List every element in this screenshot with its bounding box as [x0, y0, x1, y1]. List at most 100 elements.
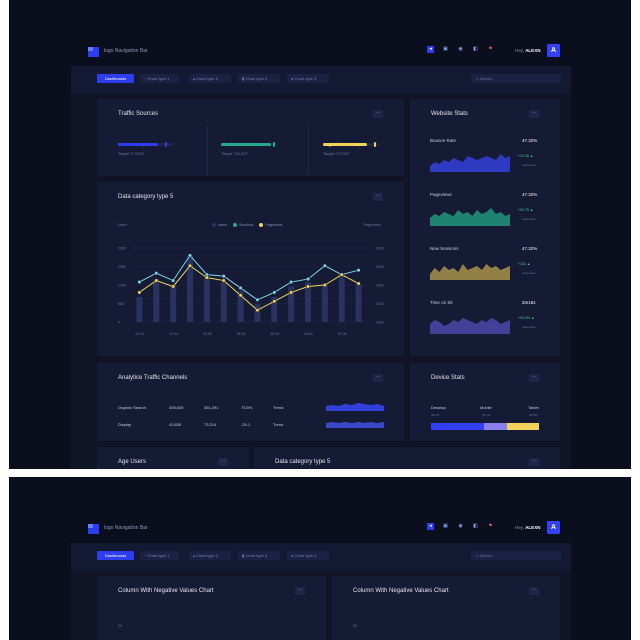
- search-input[interactable]: ⌕ Search...: [471, 74, 561, 83]
- search-icon: ⌕: [476, 553, 479, 558]
- metric-sessions: Sessions442,539 Target 743,537: [221, 133, 316, 156]
- more-options-button[interactable]: ...: [295, 587, 305, 595]
- stat-value: 47.32%: [522, 246, 538, 251]
- area-chart-icon: ▴: [193, 553, 196, 558]
- stat-change: +93.4% ▲: [518, 316, 535, 320]
- tab-chart-type-4[interactable]: ● Chart type 4: [287, 551, 329, 560]
- channel-name: Organic Search: [118, 405, 146, 410]
- more-options-button[interactable]: ...: [373, 374, 383, 382]
- card-title: Device Stats: [431, 375, 465, 381]
- bar-chart-icon: ▮: [242, 553, 245, 558]
- data-point: [305, 284, 311, 289]
- data-point: [255, 297, 260, 302]
- bar: [187, 255, 193, 322]
- more-options-button[interactable]: ...: [529, 374, 539, 382]
- search-icon: ⌕: [476, 76, 479, 81]
- website-stats-card: Website Stats ... Bounce Rate 47.32% +12.4…: [410, 99, 560, 356]
- series-line-sessions: [139, 254, 359, 301]
- progress-marker: [165, 142, 167, 147]
- progress-marker: [374, 142, 376, 147]
- tab-dashboards[interactable]: Dashboards: [97, 551, 134, 560]
- data-point: [238, 293, 243, 298]
- dot-chart-icon: ●: [291, 553, 294, 558]
- tab-chart-type-1[interactable]: ◔ Chart type 1: [140, 74, 179, 83]
- data-point: [238, 285, 243, 291]
- metric-target: Target 272,537: [323, 151, 350, 156]
- left-tick-label: 1500: [118, 265, 126, 269]
- tab-dashboards[interactable]: Dashboards: [97, 74, 134, 83]
- stat-value: 47.32%: [522, 192, 538, 197]
- device-label: Mobile: [480, 405, 492, 410]
- dot-chart-icon: ●: [291, 76, 294, 81]
- bookmark-icon[interactable]: ◧: [473, 46, 478, 52]
- tab-bar: Dashboards ◔ Chart type 1 ▴ Chart type 2…: [71, 66, 571, 94]
- tab-chart-type-4[interactable]: ● Chart type 4: [287, 74, 329, 83]
- flag-icon[interactable]: ⚑: [488, 523, 493, 529]
- tab-chart-type-3[interactable]: ▮ Chart type 3: [238, 74, 280, 83]
- data-point: [272, 299, 277, 304]
- tab-chart-type-2[interactable]: ▴ Chart type 2: [189, 74, 231, 83]
- tab-chart-type-1[interactable]: ◔ Chart type 1: [140, 551, 179, 560]
- metric-target: Target 173,537: [118, 151, 145, 156]
- device-percent: 49.1%: [431, 413, 440, 417]
- stat-change: +132 ▲: [518, 262, 531, 266]
- window-icon[interactable]: ▣: [443, 46, 448, 52]
- flag-icon[interactable]: ⚑: [488, 46, 493, 52]
- card-title: Column With Negative Values Chart: [118, 588, 214, 594]
- more-options-button[interactable]: ...: [373, 193, 383, 201]
- more-options-button[interactable]: ...: [529, 110, 539, 118]
- tab-chart-type-3[interactable]: ▮ Chart type 3: [238, 551, 280, 560]
- progress-marker: [273, 142, 275, 147]
- user-name: ALEXN: [525, 48, 541, 53]
- more-options-button[interactable]: ...: [529, 587, 539, 595]
- more-options-button[interactable]: ...: [529, 458, 539, 466]
- arrow-left-icon[interactable]: ◂: [427, 46, 434, 53]
- bookmark-icon[interactable]: ◧: [473, 523, 478, 529]
- logo-icon[interactable]: [88, 47, 99, 57]
- data-point: [137, 290, 142, 295]
- shield-icon[interactable]: ◉: [458, 523, 463, 529]
- legend-label: Pageviews: [265, 223, 283, 227]
- left-tick-label: 2000: [118, 247, 126, 251]
- series-line-pageviews: [139, 265, 359, 311]
- legend-swatch-sessions: [233, 223, 238, 228]
- data-point: [154, 278, 159, 283]
- tab-chart-type-2[interactable]: ▴ Chart type 2: [189, 551, 231, 560]
- bar: [321, 283, 328, 322]
- avatar[interactable]: A: [547, 521, 560, 534]
- data-point: [204, 275, 209, 280]
- more-options-button[interactable]: ...: [373, 110, 383, 118]
- data-point: [221, 274, 226, 279]
- area-chart-icon: ▴: [193, 76, 196, 81]
- data-point: [289, 290, 294, 295]
- top-navigation-bar: logo Navigation Bar ◂ ▣ ◉ ◧ ⚑ Hey, ALEXN…: [71, 519, 571, 543]
- tab-label: Dashboards: [104, 553, 127, 558]
- tab-bar: Dashboards ◔ Chart type 1 ▴ Chart type 2…: [71, 543, 571, 571]
- more-options-button[interactable]: ...: [218, 458, 228, 466]
- greeting-text: Hey,: [515, 525, 524, 530]
- avatar[interactable]: A: [547, 44, 560, 57]
- left-axis-title: Users: [118, 223, 128, 227]
- arrow-left-icon[interactable]: ◂: [427, 523, 434, 530]
- right-tick-label: 1000: [376, 321, 384, 325]
- data-point: [255, 308, 260, 313]
- bar: [237, 290, 244, 322]
- shield-icon[interactable]: ◉: [458, 46, 463, 52]
- data-point: [187, 253, 193, 258]
- card-title: Data category type 5: [118, 194, 174, 200]
- legend-label: Users: [218, 223, 228, 227]
- bar: [136, 296, 143, 322]
- greeting-text: Hey,: [515, 48, 524, 53]
- logo-icon[interactable]: [88, 524, 99, 534]
- legend-swatch-pageviews: [259, 223, 264, 228]
- dashboard-page: logo Navigation Bar ◂ ▣ ◉ ◧ ⚑ Hey, ALEXN…: [71, 519, 571, 640]
- device-label: Tablet: [528, 405, 539, 410]
- axis-tick-label: 20: [118, 624, 122, 628]
- sparkline: [430, 318, 510, 334]
- dashboard-page: logo Navigation Bar ◂ ▣ ◉ ◧ ⚑ Hey, ALEXN…: [71, 42, 571, 469]
- window-icon[interactable]: ▣: [443, 523, 448, 529]
- right-tick-label: 2500: [376, 265, 384, 269]
- stat-value: 47.32%: [522, 138, 538, 143]
- data-point: [137, 279, 142, 285]
- search-input[interactable]: ⌕ Search...: [471, 551, 561, 560]
